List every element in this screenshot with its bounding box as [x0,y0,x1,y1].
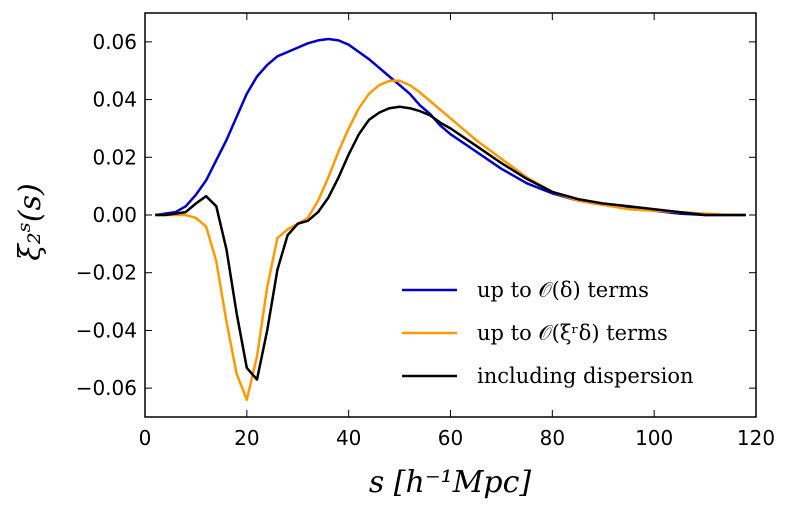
x-tick-label: 100 [635,426,673,450]
plot-area-background [145,13,756,417]
y-tick-label: 0.02 [92,145,137,169]
y-axis-label: ξ₂ˢ(s) [13,183,48,260]
y-tick-label: 0.00 [92,203,137,227]
series-layer [155,37,746,401]
x-tick-label: 60 [438,426,463,450]
x-tick-label: 80 [540,426,565,450]
legend: up to 𝒪(δ) terms up to 𝒪(ξʳδ) terms includ… [402,278,694,388]
x-tick-label: 20 [234,426,259,450]
x-tick-label: 0 [139,426,152,450]
legend-label-2: up to 𝒪(ξʳδ) terms [477,321,668,345]
y-tick-label: −0.02 [76,261,137,285]
series-line-2 [155,79,746,401]
ticks-layer: 0 20 40 60 80 100 120 −0.06 −0.04 −0.02 0.00 0.02 0.… [76,13,775,450]
x-tick-label: 40 [336,426,361,450]
x-tick-label: 120 [737,426,775,450]
y-tick-label: 0.06 [92,30,137,54]
series-line-3 [155,105,746,381]
legend-label-1: up to 𝒪(δ) terms [477,278,649,302]
legend-label-3: including dispersion [477,364,694,388]
y-tick-label: −0.06 [76,376,137,400]
y-tick-label: 0.04 [92,88,137,112]
y-tick-label: −0.04 [76,318,137,342]
x-axis-label: s [h⁻¹Mpc] [369,465,532,500]
